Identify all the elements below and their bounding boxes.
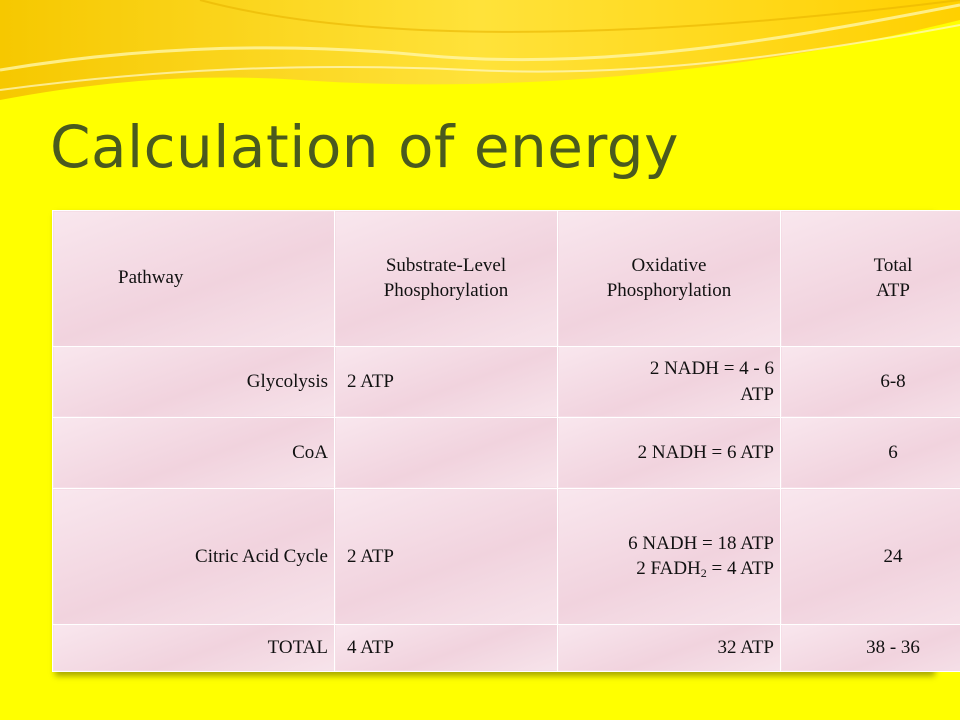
cell-substrate xyxy=(334,416,558,490)
header-pathway-label: Pathway xyxy=(118,267,184,289)
header-substrate: Substrate-Level Phosphorylation xyxy=(334,210,558,347)
table-row: Glycolysis 2 ATP 2 NADH = 4 - 6 ATP 6-8 xyxy=(52,345,960,418)
cell-oxidative-line2b: = 4 ATP xyxy=(706,558,774,580)
cell-pathway: CoA xyxy=(52,416,335,490)
cell-oxidative: 2 NADH = 6 ATP xyxy=(557,416,781,490)
slide-title: Calculation of energy xyxy=(50,113,679,181)
header-total: Total ATP xyxy=(780,210,960,347)
table-row: Citric Acid Cycle 2 ATP 6 NADH = 18 ATP … xyxy=(52,488,960,625)
header-substrate-line1: Substrate-Level xyxy=(385,254,507,276)
cell-total: 6-8 xyxy=(780,345,960,418)
decorative-wave-header xyxy=(0,0,960,100)
cell-oxidative-subscript: 2 xyxy=(700,566,707,581)
cell-substrate: 2 ATP xyxy=(334,488,558,625)
cell-total: 38 - 36 xyxy=(780,623,960,673)
cell-total: 6 xyxy=(780,416,960,490)
cell-substrate: 4 ATP xyxy=(334,623,558,673)
header-oxidative-line2: Phosphorylation xyxy=(606,280,732,302)
cell-oxidative-line1: 2 NADH = 4 - 6 xyxy=(649,358,774,380)
cell-pathway: Glycolysis xyxy=(52,345,335,418)
header-total-line2: ATP xyxy=(876,280,910,302)
cell-oxidative: 2 NADH = 4 - 6 ATP xyxy=(557,345,781,418)
header-pathway: Pathway xyxy=(52,210,335,347)
cell-oxidative: 32 ATP xyxy=(557,623,781,673)
table-row-total: TOTAL 4 ATP 32 ATP 38 - 36 xyxy=(52,623,960,673)
cell-oxidative: 6 NADH = 18 ATP 2 FADH2 = 4 ATP xyxy=(557,488,781,625)
cell-pathway: TOTAL xyxy=(52,623,335,673)
header-oxidative-line1: Oxidative xyxy=(631,254,707,276)
header-total-line1: Total xyxy=(873,254,913,276)
header-oxidative: Oxidative Phosphorylation xyxy=(557,210,781,347)
cell-oxidative-line2a: 2 FADH xyxy=(636,558,701,580)
energy-table: Pathway Substrate-Level Phosphorylation … xyxy=(52,210,960,673)
table-row: CoA 2 NADH = 6 ATP 6 xyxy=(52,416,960,490)
header-substrate-line2: Phosphorylation xyxy=(383,280,509,302)
cell-total: 24 xyxy=(780,488,960,625)
cell-substrate: 2 ATP xyxy=(334,345,558,418)
cell-pathway: Citric Acid Cycle xyxy=(52,488,335,625)
table-header-row: Pathway Substrate-Level Phosphorylation … xyxy=(52,210,960,347)
cell-oxidative-line1: 6 NADH = 18 ATP xyxy=(628,532,774,554)
cell-oxidative-line2: ATP xyxy=(740,383,774,405)
energy-table-container: Pathway Substrate-Level Phosphorylation … xyxy=(52,210,960,673)
